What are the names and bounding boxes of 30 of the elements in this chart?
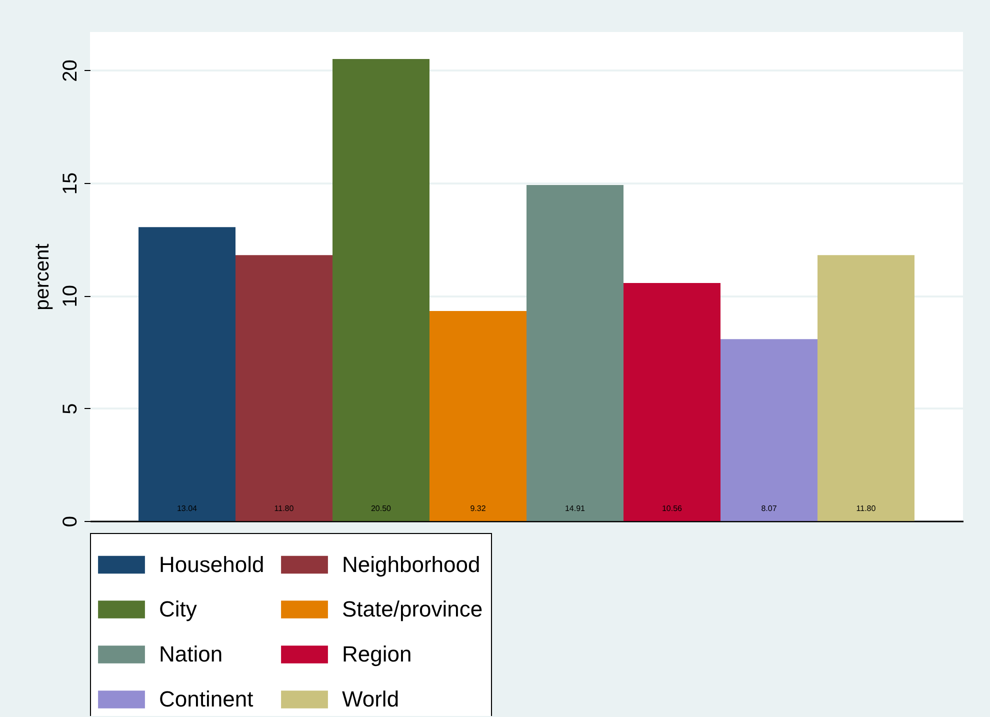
bar <box>720 339 818 521</box>
bar <box>138 227 236 521</box>
data-label: 11.80 <box>856 504 876 513</box>
data-label: 13.04 <box>176 504 198 513</box>
legend-label: World <box>342 686 400 712</box>
y-tick-label: 0 <box>60 516 82 528</box>
y-axis-title: percent <box>32 243 54 310</box>
legend-label: Continent <box>159 686 254 712</box>
data-label: 8.07 <box>761 504 778 513</box>
data-label: 14.91 <box>564 504 586 513</box>
bar <box>818 255 914 521</box>
legend-label: Neighborhood <box>342 552 480 577</box>
y-tick-label: 20 <box>60 60 82 82</box>
bar <box>236 255 332 521</box>
bar <box>526 185 624 521</box>
legend-label: Region <box>342 642 412 666</box>
legend-label: City <box>159 596 197 622</box>
y-tick-label: 15 <box>60 172 82 195</box>
bar <box>430 310 526 521</box>
data-label: 10.56 <box>662 504 683 513</box>
legend-label: Nation <box>159 642 223 666</box>
bar <box>624 283 720 521</box>
data-label: 9.32 <box>470 504 486 513</box>
data-label: 20.50 <box>370 504 392 513</box>
y-tick-label: 5 <box>60 403 82 414</box>
data-label: 11.80 <box>274 504 294 513</box>
legend-label: Household <box>159 552 264 577</box>
legend-label: State/province <box>342 596 483 622</box>
y-tick-label: 10 <box>60 285 82 308</box>
bar <box>332 59 430 521</box>
